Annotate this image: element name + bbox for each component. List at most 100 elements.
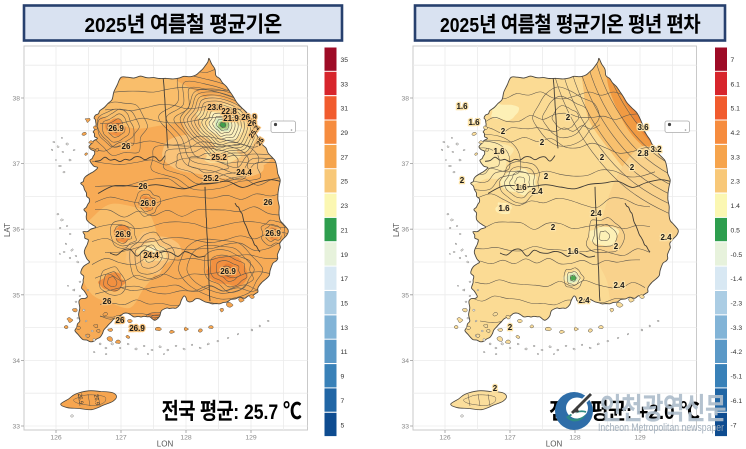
svg-text:2: 2 [460,176,465,185]
svg-text:37: 37 [401,161,409,168]
svg-text:2025: 2025 [440,14,479,36]
svg-text:25.2: 25.2 [203,174,219,183]
svg-text:1.6: 1.6 [468,118,480,127]
svg-text:26: 26 [122,142,131,151]
svg-text:1.6: 1.6 [493,147,505,156]
svg-text:21: 21 [341,227,349,234]
svg-text:26: 26 [139,182,148,191]
svg-text:2: 2 [600,153,605,162]
svg-text:26.9: 26.9 [241,113,257,122]
svg-text:2.4: 2.4 [590,209,602,218]
svg-text:7: 7 [341,398,345,405]
svg-text:36: 36 [12,227,20,234]
svg-text:127: 127 [504,435,516,442]
svg-text:22.8: 22.8 [221,107,237,116]
svg-text:38: 38 [401,96,409,103]
svg-text:23: 23 [341,203,349,210]
svg-text:34: 34 [12,358,20,365]
svg-text:2: 2 [493,384,498,393]
svg-text:37: 37 [12,161,20,168]
svg-text:126: 126 [50,435,62,442]
svg-text:-5.1: -5.1 [731,374,743,381]
svg-text:2: 2 [551,223,556,232]
svg-text:LAT: LAT [392,223,401,237]
svg-text:19: 19 [341,252,349,259]
svg-text:6.1: 6.1 [731,81,741,88]
svg-text:35: 35 [401,292,409,299]
svg-text:24.4: 24.4 [143,251,159,260]
svg-text:-2.3: -2.3 [731,301,743,308]
svg-text:33: 33 [401,424,409,431]
svg-text:35: 35 [12,292,20,299]
svg-text:26.9: 26.9 [129,324,145,333]
svg-text:33: 33 [341,81,349,88]
svg-text:-0.5: -0.5 [731,252,743,259]
svg-text:127: 127 [115,435,127,442]
svg-text:128: 128 [569,435,581,442]
svg-text:-3.3: -3.3 [731,325,743,332]
svg-text:33: 33 [12,424,20,431]
svg-text:7: 7 [731,57,735,64]
svg-text:23.6: 23.6 [207,103,223,112]
svg-text:34: 34 [401,358,409,365]
svg-text:26: 26 [248,119,257,128]
svg-text:26.9: 26.9 [265,229,281,238]
svg-text:26: 26 [103,297,112,306]
svg-text:-1.4: -1.4 [731,276,743,283]
svg-text:26: 26 [264,198,273,207]
svg-text:-6.1: -6.1 [731,398,743,405]
svg-text:26.9: 26.9 [76,393,84,405]
svg-text:2.3: 2.3 [731,179,741,186]
svg-text:29: 29 [341,130,349,137]
svg-text:LON: LON [157,440,174,449]
svg-text:2: 2 [630,163,635,172]
svg-text:38: 38 [12,96,20,103]
svg-text:25: 25 [341,179,349,186]
svg-text:1.6: 1.6 [567,247,579,256]
svg-text:5: 5 [341,422,345,429]
svg-text:35: 35 [341,57,349,64]
svg-text:26.9: 26.9 [92,394,100,406]
svg-text:5.1: 5.1 [731,106,741,113]
svg-text:2: 2 [566,113,571,122]
svg-text:126: 126 [439,435,451,442]
svg-text:1.6: 1.6 [456,102,468,111]
svg-text:31: 31 [341,106,349,113]
svg-text:-7: -7 [731,422,737,429]
svg-text:27: 27 [341,154,349,161]
svg-text:1.4: 1.4 [731,203,741,210]
svg-text:21.9: 21.9 [223,114,239,123]
svg-text:2.4: 2.4 [531,187,543,196]
svg-text:2.4: 2.4 [578,296,590,305]
svg-text:17: 17 [341,276,349,283]
svg-text:26.9: 26.9 [108,124,124,133]
svg-text:LON: LON [546,440,563,449]
svg-text:LAT: LAT [3,223,12,237]
svg-text:11: 11 [341,349,348,356]
svg-text:2: 2 [501,127,506,136]
svg-text:26.9: 26.9 [140,199,156,208]
svg-text:2.8: 2.8 [637,149,649,158]
svg-text:3.3: 3.3 [731,154,741,161]
svg-text:15: 15 [341,301,349,308]
svg-text:Incheon Metropolitan newspaper: Incheon Metropolitan newspaper [598,422,724,434]
svg-text:36: 36 [401,227,409,234]
svg-text:9: 9 [341,374,345,381]
svg-text:3.2: 3.2 [650,145,662,154]
svg-text:2: 2 [544,172,549,181]
svg-text:2025: 2025 [85,14,127,37]
svg-text:128: 128 [180,435,192,442]
svg-text:2: 2 [540,138,545,147]
svg-text:0.5: 0.5 [731,227,741,234]
svg-text:26.9: 26.9 [115,230,131,239]
svg-text:2.4: 2.4 [660,233,672,242]
svg-text:1.6: 1.6 [498,204,510,213]
svg-text:25.2: 25.2 [211,153,227,162]
svg-text:26: 26 [116,316,125,325]
svg-text:4.2: 4.2 [731,130,741,137]
svg-text:: 25.7: : 25.7 [233,400,278,424]
svg-text:2: 2 [614,242,619,251]
svg-text:26.9: 26.9 [220,267,236,276]
svg-text:1.6: 1.6 [515,183,527,192]
svg-text:2: 2 [508,323,513,332]
